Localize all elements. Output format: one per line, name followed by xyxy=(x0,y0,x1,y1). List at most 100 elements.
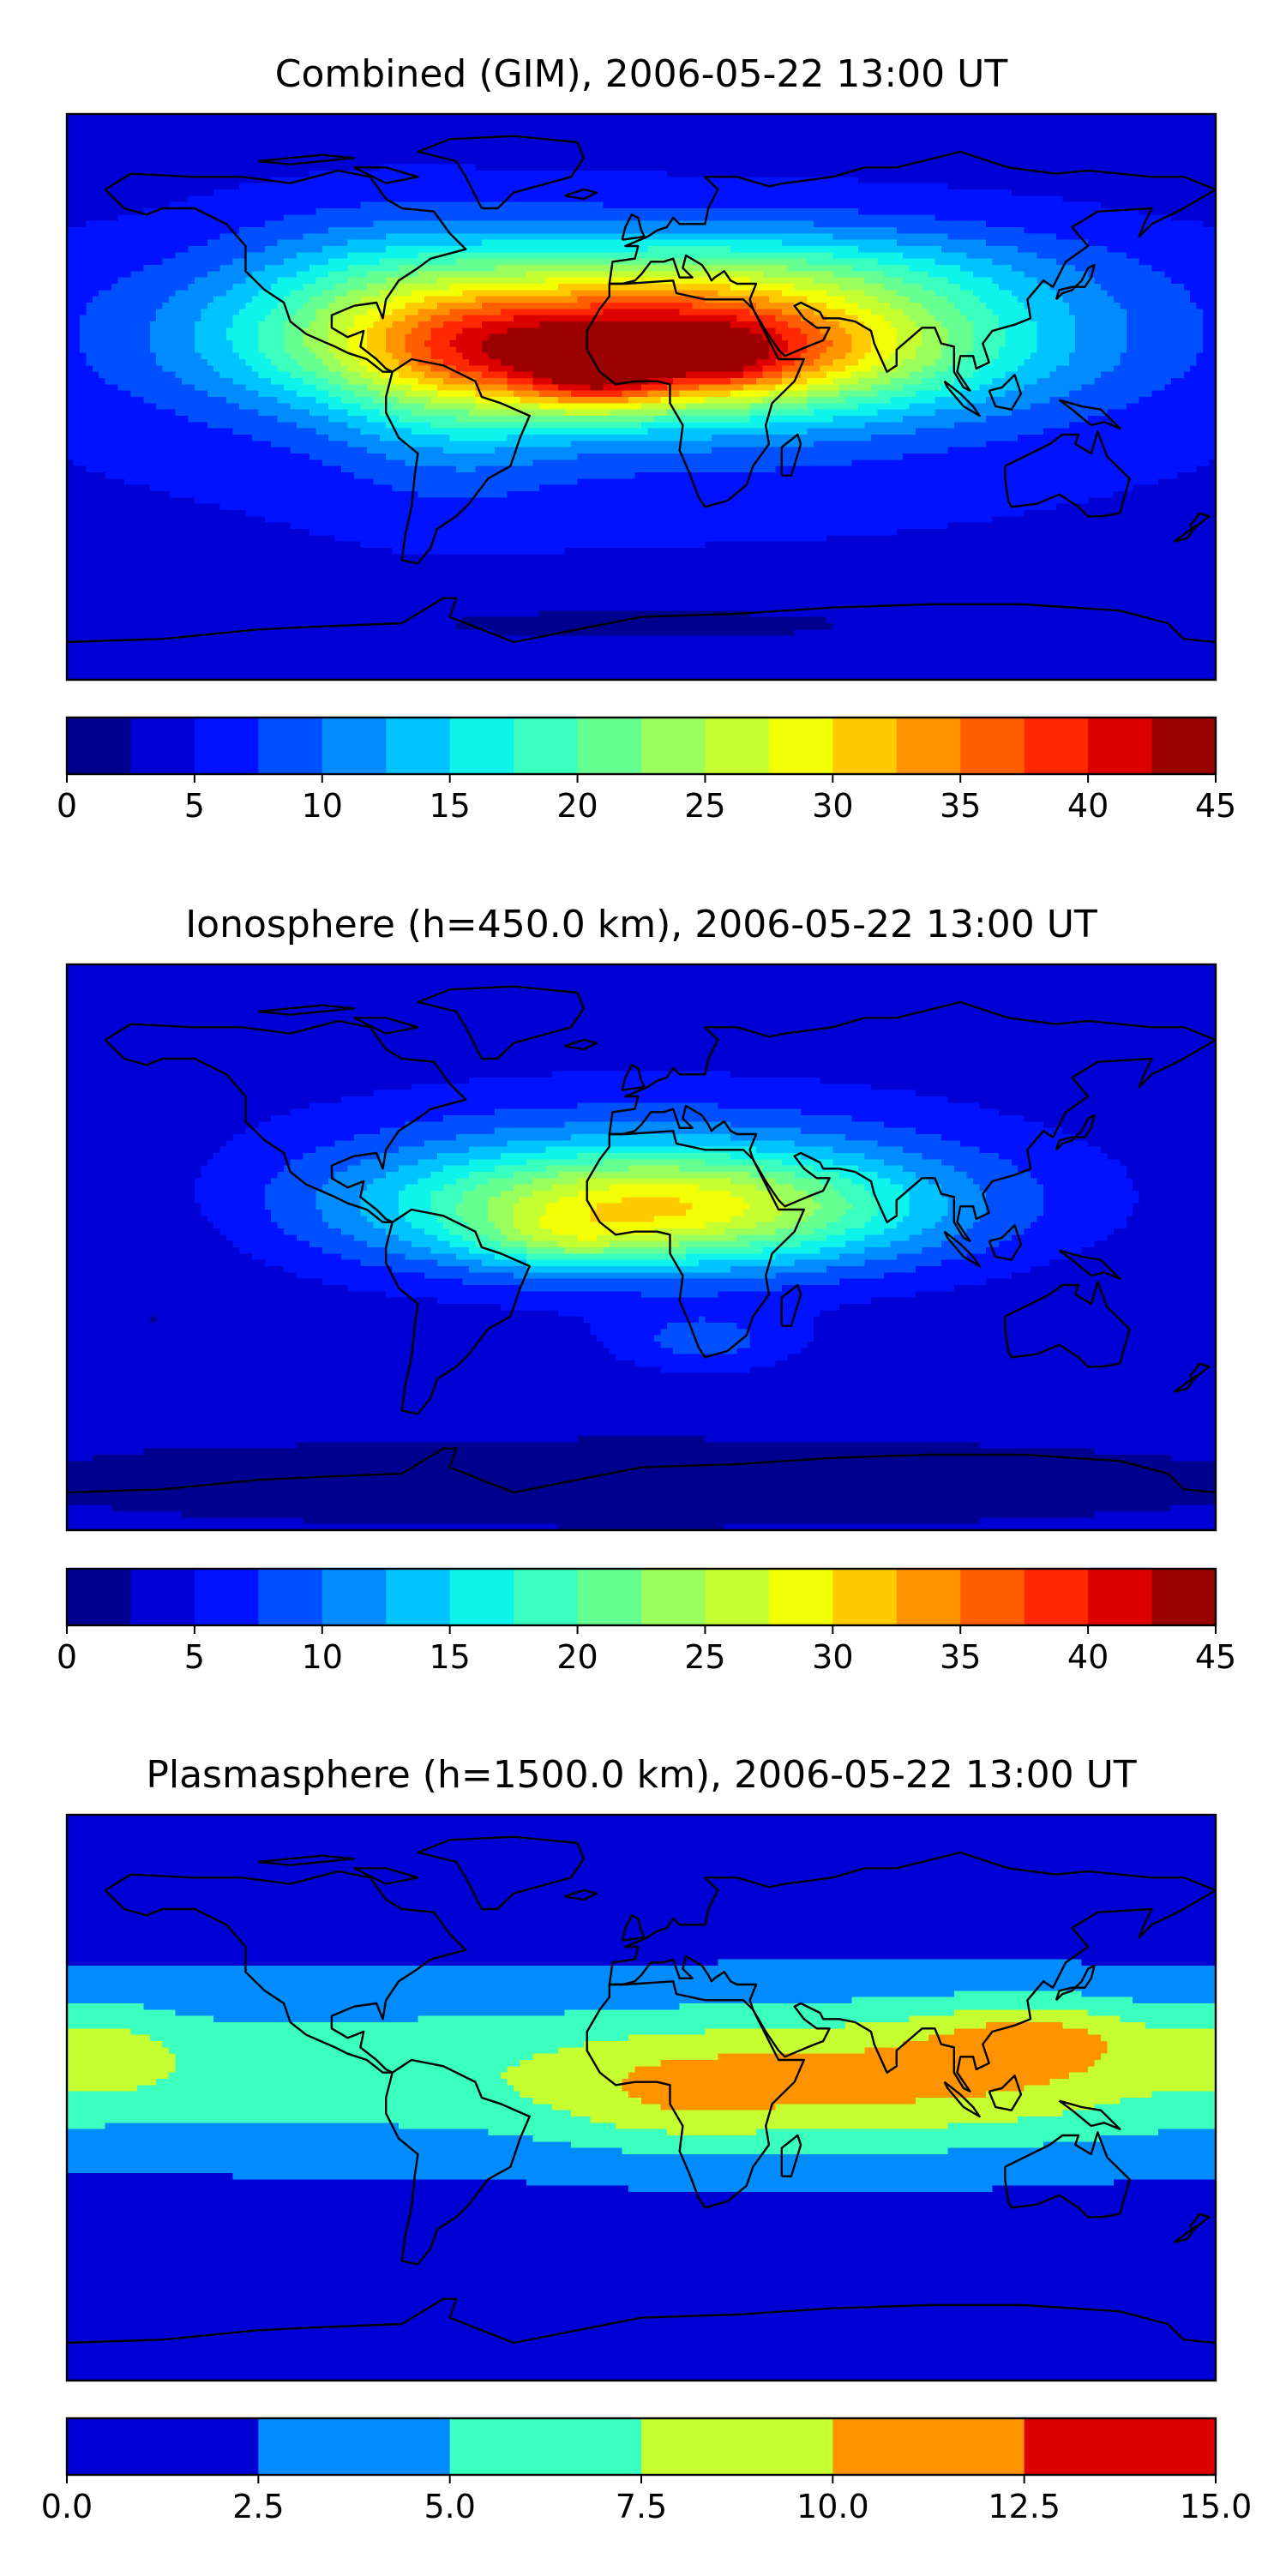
contour-cell xyxy=(207,177,214,184)
contour-cell xyxy=(871,195,879,203)
contour-cell xyxy=(1203,252,1211,260)
contour-cell xyxy=(475,164,483,171)
contour-cell xyxy=(124,171,132,177)
contour-cell xyxy=(1196,158,1204,165)
contour-cell xyxy=(1120,233,1127,241)
contour-cell xyxy=(1126,239,1133,247)
contour-cell xyxy=(1183,114,1191,121)
contour-cell xyxy=(826,120,833,128)
contour-cell xyxy=(1113,139,1121,147)
contour-cell xyxy=(1133,252,1140,260)
contour-cell xyxy=(297,277,304,285)
contour-cell xyxy=(386,177,394,184)
contour-cell xyxy=(1164,246,1172,253)
contour-cell xyxy=(219,183,227,190)
contour-cell xyxy=(1101,271,1109,279)
contour-cell xyxy=(412,126,419,134)
contour-cell xyxy=(258,201,266,209)
contour-cell xyxy=(603,208,610,215)
contour-cell xyxy=(718,164,725,171)
contour-cell xyxy=(538,208,546,215)
contour-cell xyxy=(966,246,974,253)
contour-cell xyxy=(469,139,477,147)
contour-cell xyxy=(92,252,99,260)
contour-cell xyxy=(169,227,177,234)
contour-cell xyxy=(1043,183,1051,190)
contour-cell xyxy=(960,239,968,247)
contour-cell xyxy=(1024,239,1031,247)
contour-cell xyxy=(136,201,144,209)
contour-cell xyxy=(551,239,559,247)
contour-cell xyxy=(1031,220,1038,228)
contour-cell xyxy=(1011,126,1019,134)
contour-cell xyxy=(341,284,349,291)
contour-cell xyxy=(201,239,208,247)
contour-cell xyxy=(1183,265,1191,272)
contour-cell xyxy=(998,227,1006,234)
contour-cell xyxy=(794,195,802,203)
contour-cell xyxy=(807,258,814,266)
contour-cell xyxy=(73,183,81,190)
contour-cell xyxy=(475,208,483,215)
contour-cell xyxy=(909,164,916,171)
contour-cell xyxy=(666,114,674,121)
contour-cell xyxy=(1139,158,1146,165)
contour-cell xyxy=(86,252,93,260)
contour-cell xyxy=(788,177,796,184)
contour-cell xyxy=(1183,277,1191,285)
contour-cell xyxy=(947,158,955,165)
contour-cell xyxy=(303,271,310,279)
contour-cell xyxy=(1203,233,1211,241)
contour-cell xyxy=(494,246,502,253)
contour-cell xyxy=(832,201,840,209)
contour-cell xyxy=(603,152,610,159)
contour-cell xyxy=(864,120,872,128)
contour-cell xyxy=(449,120,457,128)
contour-cell xyxy=(940,271,948,279)
contour-cell xyxy=(609,271,616,279)
contour-cell xyxy=(449,152,457,159)
contour-cell xyxy=(781,133,789,140)
contour-cell xyxy=(1068,158,1076,165)
contour-cell xyxy=(966,233,974,241)
contour-cell xyxy=(277,277,285,285)
contour-cell xyxy=(768,277,776,285)
contour-cell xyxy=(1101,133,1109,140)
contour-cell xyxy=(264,183,272,190)
contour-cell xyxy=(1145,214,1153,222)
contour-cell xyxy=(79,164,87,171)
contour-cell xyxy=(634,252,642,260)
contour-cell xyxy=(903,177,910,184)
contour-cell xyxy=(366,227,374,234)
contour-cell xyxy=(418,145,425,153)
contour-cell xyxy=(858,271,866,279)
contour-cell xyxy=(67,265,75,272)
contour-cell xyxy=(551,208,559,215)
contour-cell xyxy=(838,133,846,140)
contour-cell xyxy=(526,214,534,222)
contour-cell xyxy=(768,145,776,153)
contour-cell xyxy=(213,152,221,159)
contour-cell xyxy=(322,233,329,241)
contour-cell xyxy=(922,227,929,234)
contour-cell xyxy=(545,183,553,190)
contour-cell xyxy=(986,183,994,190)
contour-cell xyxy=(660,239,668,247)
contour-cell xyxy=(1170,133,1178,140)
contour-cell xyxy=(814,164,821,171)
contour-cell xyxy=(788,271,796,279)
contour-cell xyxy=(577,189,585,196)
contour-cell xyxy=(673,177,681,184)
contour-cell xyxy=(1151,189,1159,196)
contour-cell xyxy=(883,271,891,279)
contour-cell xyxy=(1107,114,1115,121)
contour-cell xyxy=(86,227,93,234)
contour-cell xyxy=(443,120,451,128)
contour-cell xyxy=(947,195,955,203)
contour-cell xyxy=(297,246,304,253)
contour-cell xyxy=(526,171,534,177)
contour-cell xyxy=(79,114,87,121)
contour-cell xyxy=(412,233,419,241)
contour-cell xyxy=(979,271,987,279)
contour-cell xyxy=(258,271,266,279)
